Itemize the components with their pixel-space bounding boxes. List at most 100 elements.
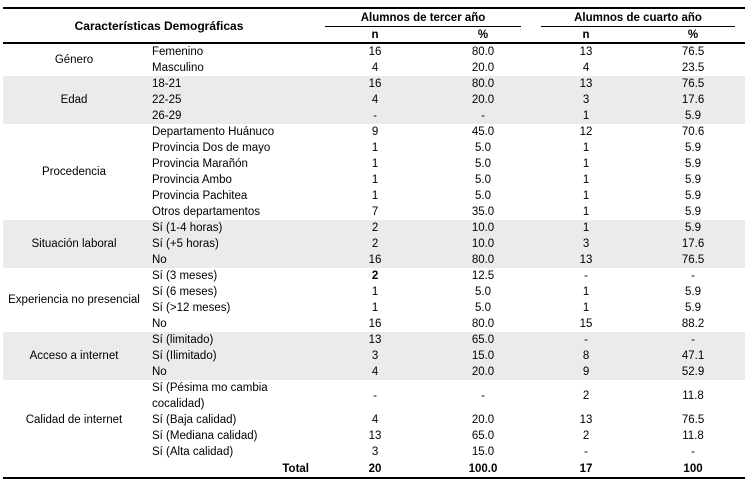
cell-category: Femenino [152, 46, 204, 58]
cell-n1: 7 [371, 206, 379, 218]
cell-category: No [145, 252, 316, 268]
cell-n1: 16 [315, 252, 436, 268]
cell-p2: 5.9 [641, 108, 746, 124]
cell-n1: 9 [371, 126, 379, 138]
cell-p2: 5.9 [685, 142, 702, 154]
cell-p2: 5.9 [641, 220, 746, 236]
cell-n2: 1 [531, 220, 642, 236]
table-row: Sí (Baja calidad) 4 20.0 13 76.5 [3, 412, 745, 428]
table-row: Sí (Mediana calidad) 13 65.0 2 11.8 [3, 428, 745, 444]
cell-p1: 45.0 [471, 126, 495, 138]
cell-n2: 8 [531, 348, 642, 364]
cell-n1: 13 [368, 430, 382, 442]
cell-n2: 3 [531, 236, 642, 252]
cell-category: Sí (Mediana calidad) [152, 430, 258, 442]
cell-n2: 9 [531, 364, 642, 380]
cell-n1: 2 [371, 270, 379, 282]
cell-n1: 1 [371, 286, 379, 298]
cell-p2: 17.6 [641, 236, 746, 252]
cell-n1: 1 [371, 190, 379, 202]
cell-n2: 1 [582, 190, 590, 202]
cell-n2: 13 [531, 76, 642, 92]
cell-p2: 70.6 [681, 126, 705, 138]
cell-p2: 5.9 [685, 158, 702, 170]
table-row: Edad 18-21 16 80.0 13 76.5 [3, 76, 746, 124]
cell-n2: 13 [579, 414, 593, 426]
table-row: Procedencia Departamento Huánuco 9 45.0 … [3, 124, 745, 178]
total-p1: 100.0 [468, 462, 498, 475]
cell-n1: 4 [315, 92, 436, 108]
cell-category: Otros departamentos [152, 206, 261, 218]
cell-n2: 1 [582, 286, 590, 298]
cell-category: 22-25 [145, 92, 316, 108]
cell-p1: 15.0 [471, 446, 495, 458]
cell-n2: 2 [582, 430, 590, 442]
cell-p1: 80.0 [471, 318, 495, 330]
table-row: No 16 80.0 15 88.2 [3, 316, 745, 332]
cell-p2: 76.5 [681, 414, 705, 426]
cell-p1: 20.0 [471, 62, 495, 74]
cell-n1: 2 [315, 236, 436, 252]
cell-p2: 5.9 [685, 286, 702, 298]
cell-p1: 5.0 [475, 158, 492, 170]
header-row-sub: n % n % [3, 27, 746, 44]
cell-n1: 4 [315, 364, 436, 380]
cell-p1: 80.0 [435, 252, 532, 268]
cell-n1: 16 [368, 318, 382, 330]
subheader-n-cuarto: n [531, 27, 642, 44]
total-n1: 20 [368, 462, 382, 475]
cell-n2: 1 [582, 174, 590, 186]
cell-p1: 10.0 [435, 236, 532, 252]
cell-category: Masculino [152, 62, 204, 74]
cell-n2: 1 [582, 206, 590, 218]
table-row: Situación laboral Sí (1-4 horas) 2 10.0 … [3, 220, 746, 268]
cell-p1: 80.0 [435, 76, 532, 92]
cell-n1: - [373, 390, 377, 402]
cell-p1: 65.0 [435, 332, 532, 348]
cell-category: Provincia Ambo [152, 174, 232, 186]
cell-n1: 3 [371, 446, 379, 458]
cell-p1: 35.0 [471, 206, 495, 218]
cell-p2: 76.5 [681, 46, 705, 58]
cell-category: Provincia Pachitea [152, 190, 248, 202]
cell-n2: 13 [579, 46, 593, 58]
table-row: Sí (Alta calidad) 3 15.0 - - [3, 444, 745, 460]
cell-category: Provincia Marañón [152, 158, 248, 170]
cell-category: Sí (Alta calidad) [152, 446, 234, 458]
cell-p2: - [641, 332, 746, 348]
cell-n1: 13 [315, 332, 436, 348]
cell-category: Sí (+5 horas) [145, 236, 316, 252]
cell-p1: 5.0 [475, 174, 492, 186]
table-row: No 4 20.0 9 52.9 [3, 364, 746, 380]
cell-n2: 1 [582, 158, 590, 170]
table-row: Provincia Pachitea 1 5.0 1 5.9 [3, 188, 745, 204]
cell-category: Sí (3 meses) [152, 270, 218, 282]
cell-n2: 1 [582, 142, 590, 154]
table-row: Género Femenino 16 80.0 13 76.5 [3, 43, 745, 66]
cell-p1: - [481, 390, 485, 402]
cell-p1: 65.0 [471, 430, 495, 442]
cell-n1: 1 [371, 158, 379, 170]
cell-n2: - [531, 332, 642, 348]
cell-group-edad: Edad [3, 76, 145, 124]
cell-p2: 5.9 [685, 302, 702, 314]
cell-category: Sí (Baja calidad) [152, 414, 237, 426]
cell-category: No [152, 318, 167, 330]
column-group-tercer: Alumnos de tercer año [315, 8, 531, 27]
cell-p2: - [691, 446, 695, 458]
cell-n1: 16 [368, 46, 382, 58]
table-row: Otros departamentos 7 35.0 1 5.9 [3, 204, 745, 220]
cell-p1: 15.0 [435, 348, 532, 364]
demographics-table: Características Demográficas Alumnos de … [3, 7, 746, 479]
cell-p2: 52.9 [641, 364, 746, 380]
cell-category: Sí (Pésima mo cambia cocalidad) [152, 382, 268, 410]
total-n2: 17 [579, 462, 593, 475]
table-row: Acceso a internet Sí (limitado) 13 65.0 … [3, 332, 746, 380]
header-title: Características Demográficas [3, 8, 316, 44]
subheader-pct-tercer: % [435, 27, 532, 44]
cell-p1: 5.0 [475, 286, 492, 298]
table-row: Experiencia no presencial Sí (3 meses) 2… [3, 268, 745, 306]
table-header: Características Demográficas Alumnos de … [3, 8, 746, 44]
subheader-pct-cuarto: % [641, 27, 746, 44]
cell-n1: 1 [371, 142, 379, 154]
